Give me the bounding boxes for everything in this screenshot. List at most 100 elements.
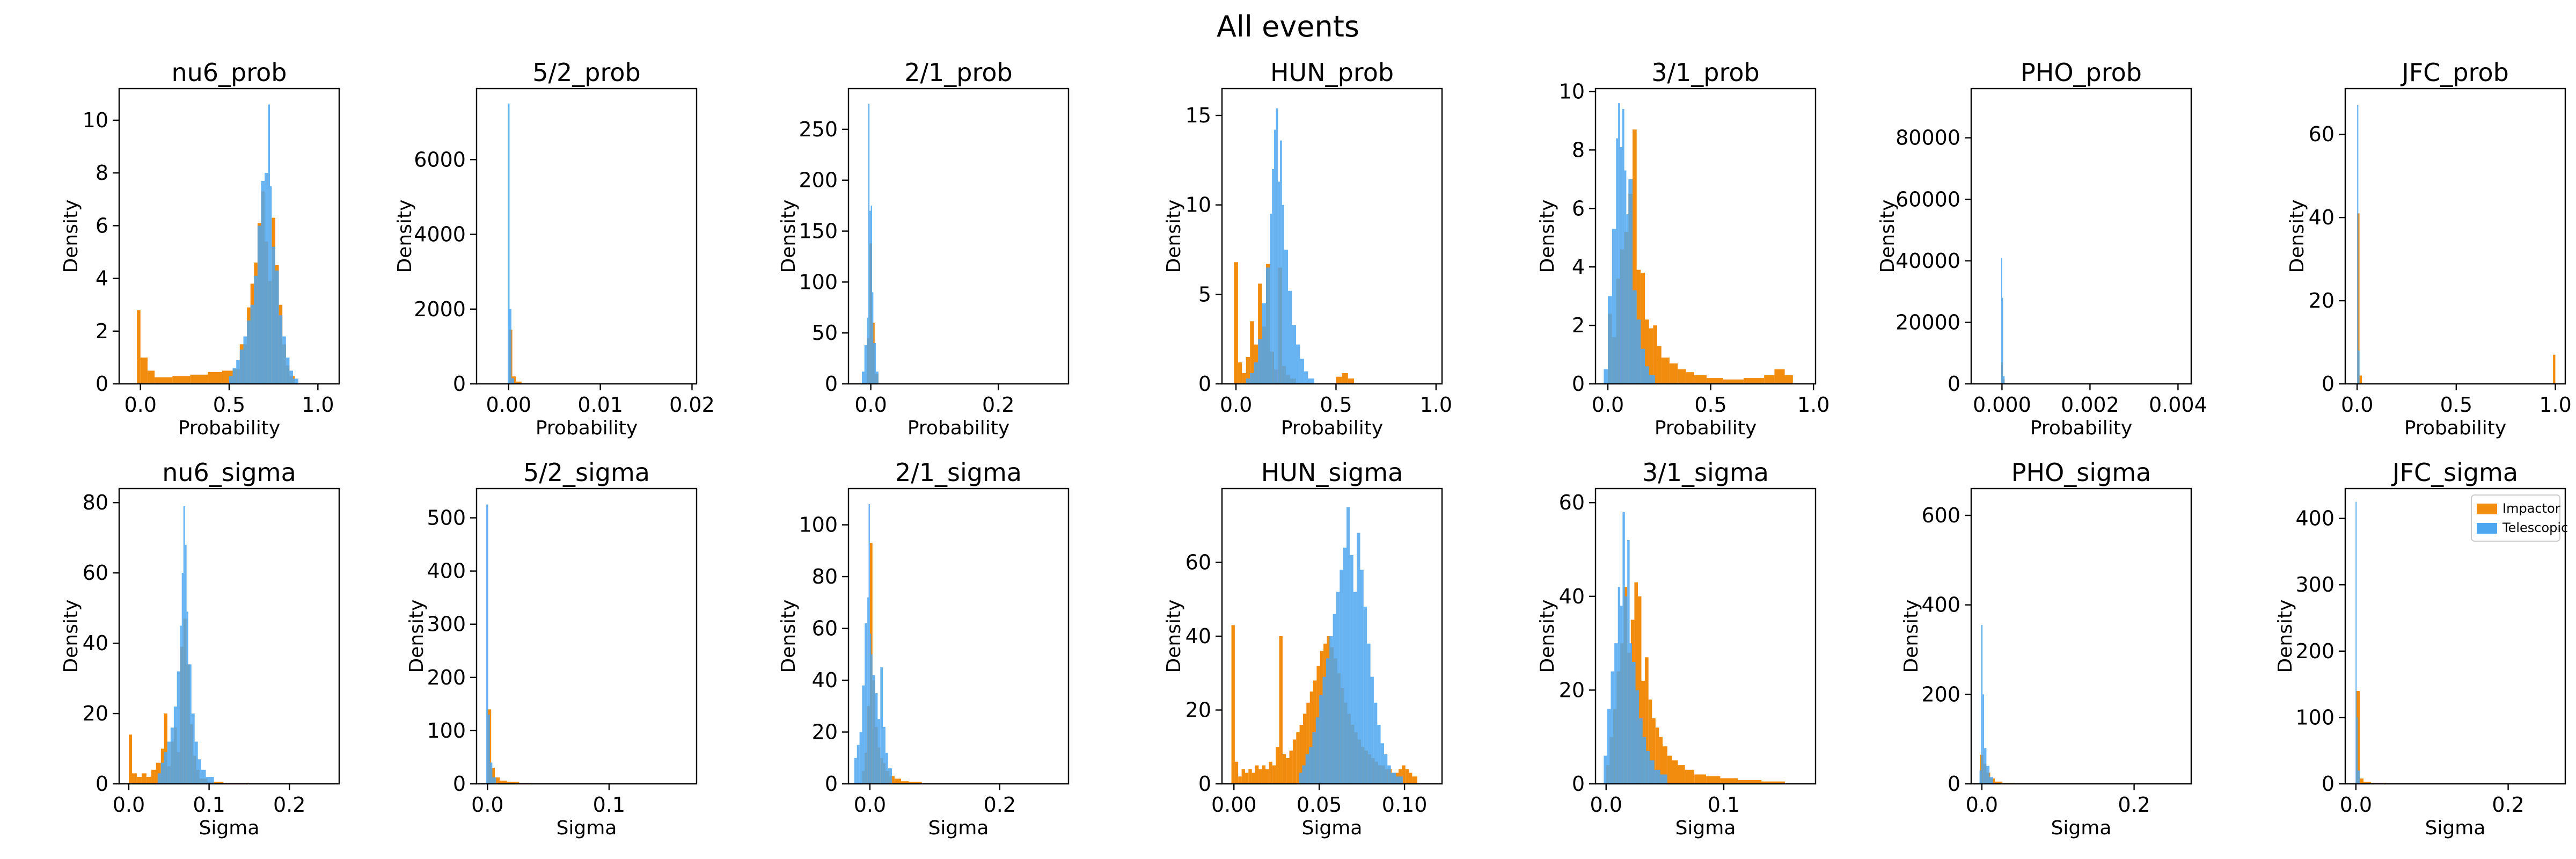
y-tick-label: 0 [1198, 772, 1211, 796]
impactor-bar [1299, 725, 1303, 784]
y-tick-label: 0 [453, 372, 466, 396]
telescopic-bar [1288, 290, 1292, 384]
y-tick-label: 40 [2309, 206, 2334, 229]
y-tick-label: 2 [1572, 314, 1585, 337]
telescopic-bar [1326, 658, 1330, 784]
panel-title: HUN_sigma [1261, 458, 1403, 487]
impactor-bar [1667, 755, 1672, 784]
x-axis-label: Probability [908, 417, 1009, 439]
telescopic-bar [286, 357, 290, 384]
telescopic-bar [1254, 362, 1258, 384]
legend: Impactor Telescopic [2471, 494, 2568, 542]
telescopic-bar [197, 759, 201, 784]
x-tick-label: 0.00 [486, 393, 531, 417]
x-axis-label: Sigma [928, 817, 989, 839]
telescopic-bar [1262, 303, 1266, 384]
impactor-bar [164, 714, 167, 784]
telescopic-bar [1612, 229, 1616, 384]
impactor-bar [1276, 747, 1279, 784]
axes-frame [2344, 487, 2566, 785]
telescopic-bar [1649, 375, 1656, 384]
telescopic-bar [1319, 695, 1323, 784]
axes-frame [1970, 88, 2192, 385]
panel-title: 2/1_prob [904, 58, 1012, 87]
y-tick-label: 60 [83, 561, 108, 585]
telescopic-bar [1649, 760, 1655, 784]
panel-title: PHO_sigma [2011, 458, 2151, 487]
impactor-bar [1262, 765, 1266, 784]
telescopic-bar [1266, 267, 1270, 384]
x-tick-label: 0.0 [2341, 393, 2373, 417]
telescopic-bar [864, 345, 867, 384]
telescopic-bar [1618, 103, 1620, 384]
telescopic-bar [1250, 373, 1254, 384]
telescopic-bar [232, 368, 237, 384]
y-axis-label: Density [1900, 600, 1922, 673]
bars [862, 104, 879, 384]
y-tick-label: 0 [2322, 372, 2334, 396]
impactor-bar [1399, 769, 1402, 784]
x-tick-label: 0.5 [2440, 393, 2472, 417]
bars [486, 504, 548, 784]
y-tick-label: 4 [96, 267, 108, 290]
y-tick-label: 6000 [414, 148, 466, 171]
y-tick-label: 200 [799, 169, 838, 192]
telescopic-bar [293, 378, 298, 384]
telescopic-bar [1624, 170, 1627, 384]
telescopic-bar [888, 768, 892, 784]
y-tick-label: 60 [812, 617, 838, 640]
telescopic-bar [1639, 718, 1643, 784]
x-tick-label: 1.0 [1420, 393, 1452, 417]
axes-frame [2344, 88, 2566, 385]
telescopic-bar [1628, 179, 1633, 384]
panel-title: 3/1_sigma [1642, 458, 1769, 487]
panel-title: PHO_prob [2021, 58, 2142, 87]
panels: nu6_prob 0.0 0.5 1.0 0 2 4 6 8 10 Probability Densi… [60, 58, 2572, 839]
axes-frame [1594, 88, 1817, 385]
x-tick-label: 0.1 [193, 793, 225, 817]
x-tick-label: 0.5 [213, 393, 245, 417]
telescopic-bar [2358, 770, 2360, 784]
x-axis-label: Probability [1281, 417, 1383, 439]
y-tick-label: 10 [1559, 79, 1585, 103]
telescopic-bar [201, 769, 206, 784]
telescopic-bar [1616, 138, 1619, 384]
telescopic-bar [236, 360, 240, 384]
telescopic-bar [1635, 690, 1640, 784]
telescopic-bar [1387, 765, 1391, 784]
impactor-bar [1289, 751, 1293, 784]
telescopic-bar [885, 753, 888, 784]
telescopic-bar [1986, 766, 1990, 784]
x-tick-label: 0.5 [1320, 393, 1352, 417]
telescopic-bar [1384, 754, 1388, 784]
bars [1234, 108, 1354, 384]
telescopic-bar [509, 309, 511, 384]
telescopic-bar [250, 304, 254, 384]
telescopic-bar [157, 773, 161, 784]
y-tick-label: 200 [1921, 682, 1960, 706]
impactor-bar [1252, 773, 1255, 784]
telescopic-bar [875, 693, 878, 784]
telescopic-bar [1336, 592, 1340, 784]
x-tick-label: 0.0 [124, 393, 156, 417]
telescopic-bar [1607, 709, 1611, 784]
y-tick-label: 0 [825, 772, 838, 796]
telescopic-bar [488, 715, 490, 784]
telescopic-bar [1272, 169, 1274, 384]
y-tick-label: 50 [812, 321, 838, 345]
telescopic-bar [1377, 725, 1381, 784]
x-tick-label: 0.2 [984, 793, 1016, 817]
y-tick-label: 150 [799, 220, 838, 243]
panel-5-2-sigma: 5/2_sigma 0.0 0.1 0 100 200 300 400 500 Sigma Dens… [406, 458, 698, 839]
telescopic-bar [183, 506, 185, 784]
telescopic-bar [1280, 140, 1282, 384]
telescopic-bar [1979, 770, 1981, 784]
legend-label-impactor: Impactor [2502, 501, 2560, 516]
impactor-bar [137, 310, 141, 384]
y-tick-label: 20 [83, 702, 108, 725]
telescopic-bar [229, 376, 233, 384]
impactor-bar [1348, 378, 1354, 384]
telescopic-bar [1981, 625, 1983, 784]
y-tick-label: 60 [1559, 491, 1585, 514]
